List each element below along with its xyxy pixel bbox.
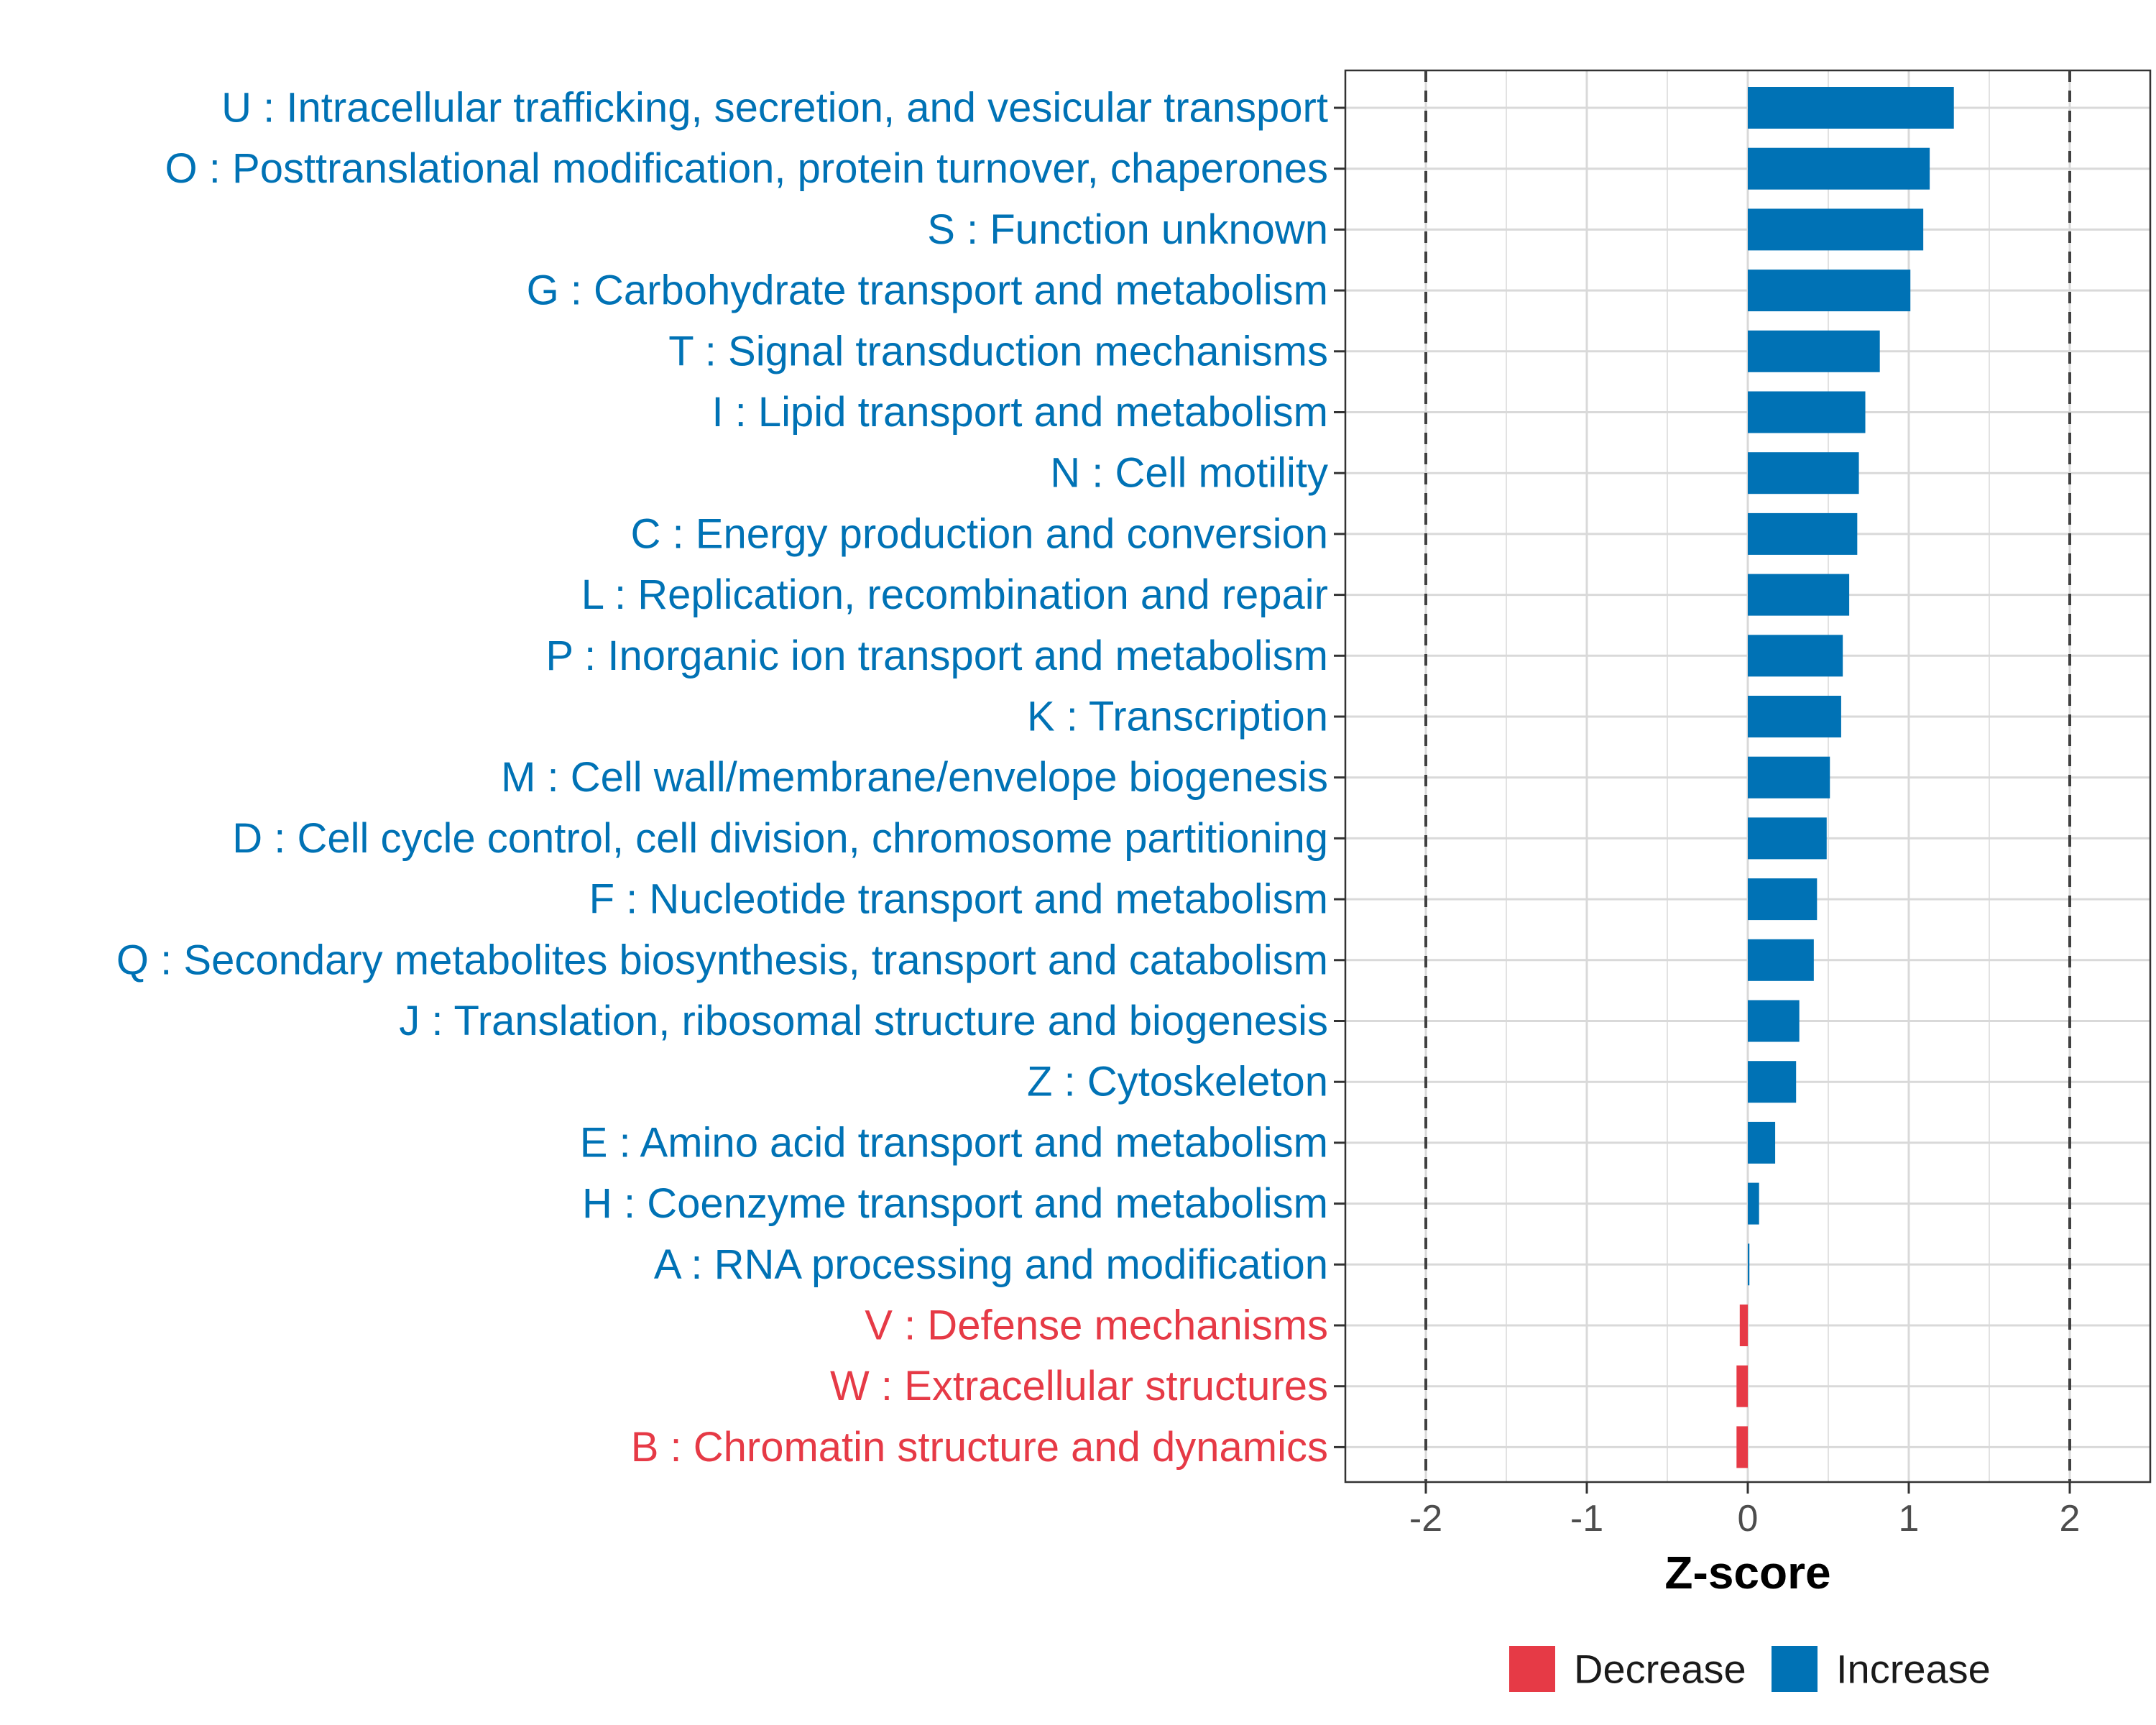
bar [1748,1121,1776,1164]
bar [1748,1243,1750,1286]
category-label: C : Energy production and conversion [631,510,1328,557]
x-tick-label: 0 [1738,1498,1759,1540]
category-label: L : Replication, recombination and repai… [581,571,1328,618]
bar [1748,452,1859,494]
bar [1736,1365,1748,1407]
legend-swatch-increase [1772,1646,1818,1692]
bar [1748,939,1814,981]
legend: Decrease Increase [1509,1646,1991,1692]
x-tick-label: -2 [1409,1498,1442,1540]
category-label: G : Carbohydrate transport and metabolis… [527,267,1328,314]
category-label: A : RNA processing and modification [654,1241,1328,1288]
bar [1748,1182,1759,1225]
category-label: Q : Secondary metabolites biosynthesis, … [116,937,1328,983]
x-tick-label: 2 [2060,1498,2081,1540]
bar [1748,147,1930,190]
category-label: J : Translation, ribosomal structure and… [399,998,1328,1044]
category-label: H : Coenzyme transport and metabolism [582,1180,1328,1227]
bar [1748,1061,1797,1103]
category-label: D : Cell cycle control, cell division, c… [232,815,1328,862]
category-label: P : Inorganic ion transport and metaboli… [545,632,1328,679]
bar [1748,87,1954,129]
legend-label-increase: Increase [1836,1647,1991,1692]
bar [1748,391,1866,433]
legend-label-decrease: Decrease [1574,1647,1746,1692]
bar-layer [1736,87,1954,1468]
category-label: B : Chromatin structure and dynamics [631,1424,1328,1471]
category-label: W : Extracellular structures [830,1363,1328,1409]
bar [1748,330,1880,372]
y-axis-labels: U : Intracellular trafficking, secretion… [116,85,1328,1471]
bar [1736,1426,1748,1468]
x-axis-title: Z-score [1664,1547,1830,1598]
category-label: S : Function unknown [927,206,1328,253]
category-label: E : Amino acid transport and metabolism [580,1119,1328,1166]
category-label: O : Posttranslational modification, prot… [165,145,1328,192]
bar [1739,1305,1748,1346]
category-label: Z : Cytoskeleton [1027,1059,1328,1105]
category-label: V : Defense mechanisms [865,1302,1328,1349]
legend-swatch-decrease [1509,1646,1555,1692]
bar [1748,635,1843,677]
category-label: M : Cell wall/membrane/envelope biogenes… [501,754,1328,801]
bar [1748,270,1911,312]
y-axis-ticks [1334,106,1345,1448]
category-label: K : Transcription [1027,694,1328,740]
reference-lines [1424,70,2071,1482]
bar [1748,878,1818,921]
category-label: T : Signal transduction mechanisms [668,328,1328,374]
bar [1748,1000,1800,1042]
bar [1748,208,1924,251]
bar [1748,512,1858,555]
bar [1748,756,1830,799]
x-axis-ticks: -2 -1 0 1 2 [1409,1482,2081,1540]
category-label: F : Nucleotide transport and metabolism [589,876,1328,923]
category-label: I : Lipid transport and metabolism [711,389,1328,436]
x-tick-label: -1 [1570,1498,1603,1540]
bar [1748,574,1850,616]
bar [1748,696,1841,737]
x-tick-label: 1 [1899,1498,1920,1540]
bar [1748,817,1827,860]
category-label: U : Intracellular trafficking, secretion… [221,85,1328,132]
category-label: N : Cell motility [1050,450,1328,497]
